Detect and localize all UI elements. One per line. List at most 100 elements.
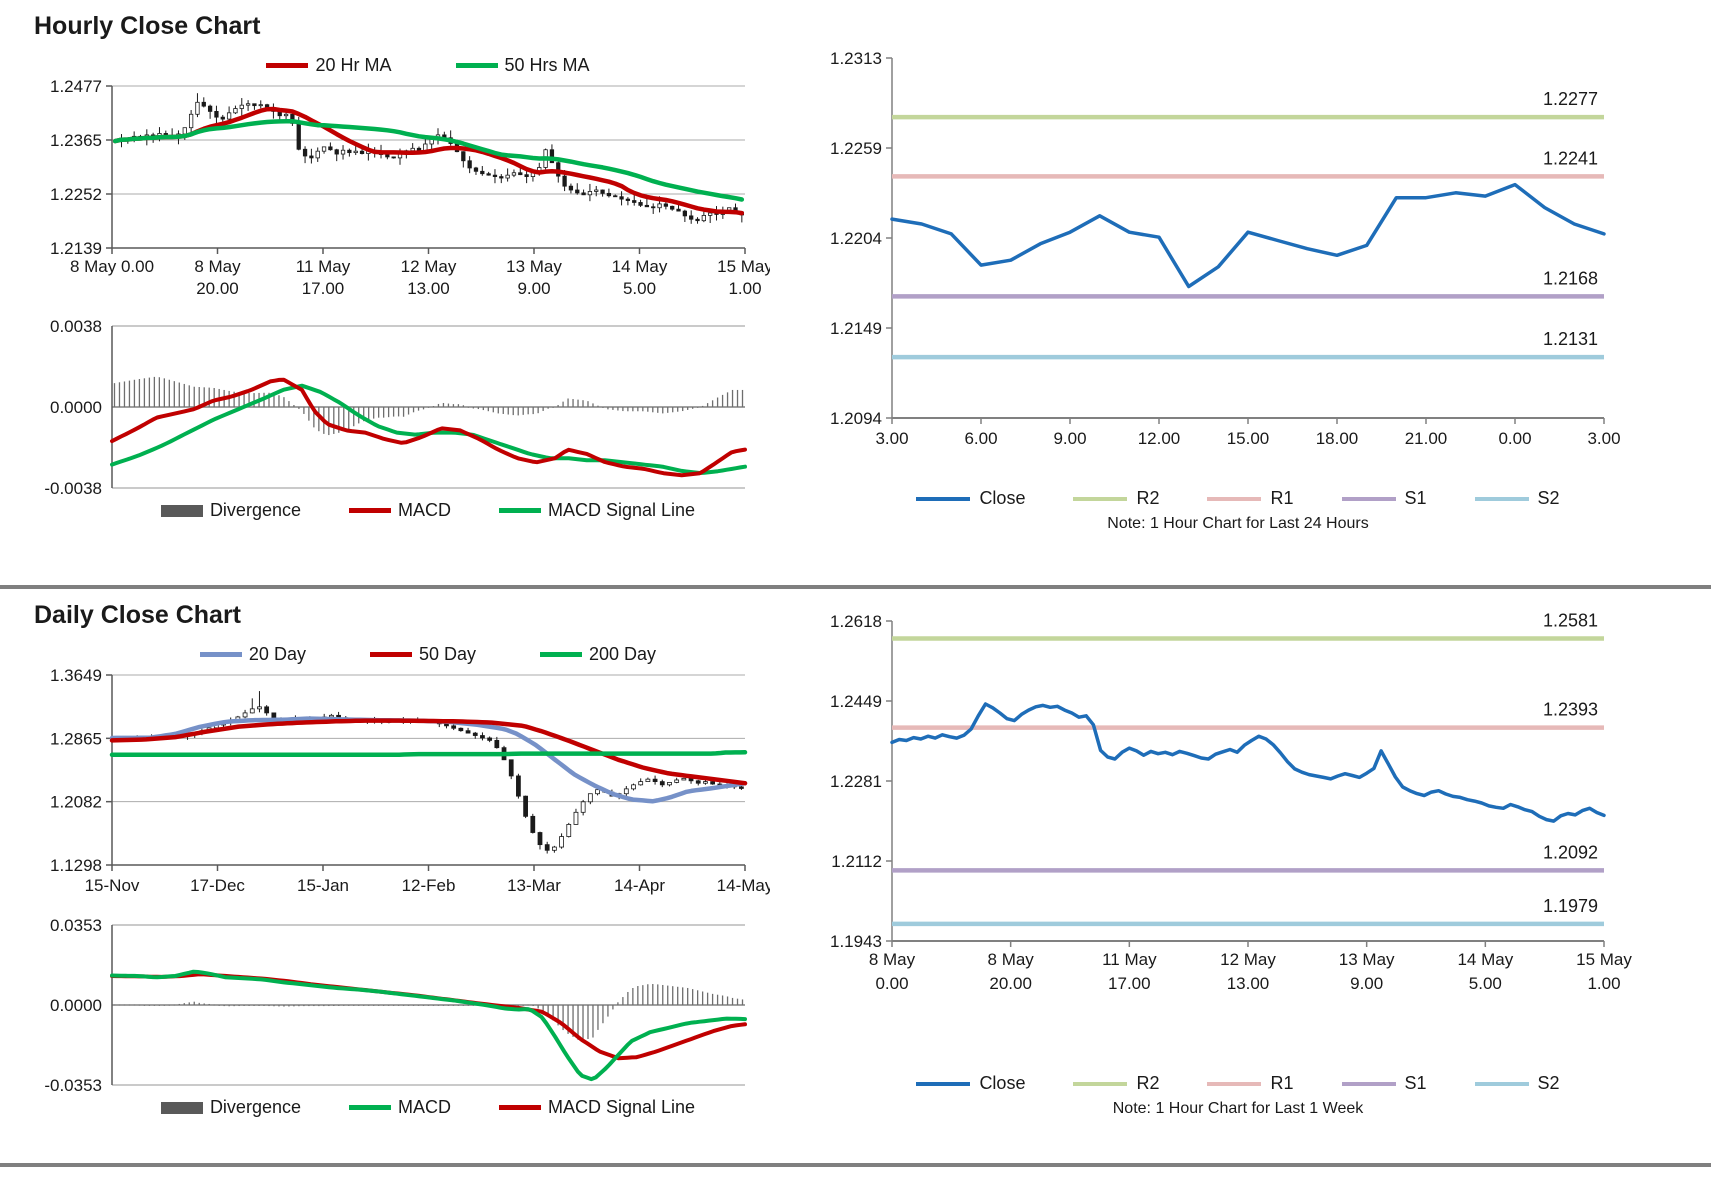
green-line-swatch <box>455 63 498 68</box>
svg-text:0.0353: 0.0353 <box>50 919 102 935</box>
red-line-swatch <box>266 63 309 68</box>
red-line-swatch <box>348 508 391 513</box>
svg-text:1.2313: 1.2313 <box>830 49 882 68</box>
svg-text:15-Nov: 15-Nov <box>85 876 140 895</box>
legend-label: MACD Signal Line <box>547 500 696 520</box>
svg-text:1.2252: 1.2252 <box>50 185 102 204</box>
svg-text:11 May: 11 May <box>296 257 351 276</box>
blue-line-swatch <box>916 1081 971 1086</box>
svg-text:20.00: 20.00 <box>989 974 1032 993</box>
svg-text:5.00: 5.00 <box>1469 974 1502 993</box>
legend-label: Divergence <box>209 1097 301 1117</box>
svg-text:18.00: 18.00 <box>1316 429 1359 448</box>
legend-label: 20 Day <box>248 644 306 664</box>
svg-text:13 May: 13 May <box>1339 950 1395 969</box>
legend-label: S2 <box>1537 1073 1560 1093</box>
green-line-swatch <box>348 1105 391 1110</box>
legend-item-divergence: Divergence <box>160 500 301 521</box>
legend-label: R1 <box>1270 1073 1294 1093</box>
svg-text:1.1298: 1.1298 <box>50 856 102 875</box>
r1-line-swatch <box>1207 496 1262 501</box>
legend-label: R1 <box>1270 488 1294 508</box>
legend-item-20day-ma: 20 Day <box>199 644 306 665</box>
svg-text:17.00: 17.00 <box>1108 974 1151 993</box>
svg-text:13.00: 13.00 <box>1227 974 1270 993</box>
svg-text:15-Jan: 15-Jan <box>297 876 349 895</box>
hourly-right-column: 1.2313 1.2259 1.2204 1.2149 1.2094 3.00 6.00 9.… <box>792 0 1711 585</box>
svg-text:5.00: 5.00 <box>623 279 656 298</box>
svg-text:17.00: 17.00 <box>302 279 345 298</box>
s1-line-swatch <box>1341 496 1396 501</box>
svg-text:9.00: 9.00 <box>1053 429 1086 448</box>
svg-text:9.00: 9.00 <box>1350 974 1383 993</box>
blue-line-swatch <box>916 496 971 501</box>
svg-text:14-May: 14-May <box>717 876 770 895</box>
red-line-swatch <box>498 1105 541 1110</box>
svg-text:1.00: 1.00 <box>1587 974 1620 993</box>
svg-text:1.2094: 1.2094 <box>830 409 882 428</box>
hourly-section: Hourly Close Chart 20 Hr MA 50 Hrs MA 1.… <box>0 0 1711 585</box>
svg-text:1.2139: 1.2139 <box>50 239 102 258</box>
svg-text:14-Apr: 14-Apr <box>614 876 665 895</box>
svg-text:1.1943: 1.1943 <box>830 932 882 951</box>
daily-section-title: Daily Close Chart <box>34 601 242 629</box>
svg-text:1.2082: 1.2082 <box>50 793 102 812</box>
svg-text:13 May: 13 May <box>506 257 562 276</box>
legend-label: MACD <box>397 500 451 520</box>
r2-line-swatch <box>1073 496 1128 501</box>
svg-text:15.00: 15.00 <box>1227 429 1270 448</box>
legend-label: MACD <box>397 1097 451 1117</box>
svg-text:8 May 0.00: 8 May 0.00 <box>70 257 154 276</box>
legend-item-r1: R1 <box>1207 488 1294 509</box>
svg-text:1.2365: 1.2365 <box>50 131 102 150</box>
weekly-pivot-legend: Close R2 R1 S1 S2 <box>792 1073 1684 1094</box>
svg-text:1.2477: 1.2477 <box>50 78 102 96</box>
svg-text:12 May: 12 May <box>1220 950 1276 969</box>
legend-label: 50 Hrs MA <box>504 55 590 75</box>
legend-label: MACD Signal Line <box>547 1097 696 1117</box>
svg-text:0.0038: 0.0038 <box>50 318 102 336</box>
svg-text:1.2112: 1.2112 <box>831 852 882 871</box>
svg-text:14 May: 14 May <box>612 257 668 276</box>
red-line-swatch <box>369 652 412 657</box>
svg-text:21.00: 21.00 <box>1405 429 1448 448</box>
legend-label: 200 Day <box>589 644 657 664</box>
svg-text:1.2393: 1.2393 <box>1543 700 1598 720</box>
legend-label: Close <box>979 488 1026 508</box>
hourly-pivot-legend: Close R2 R1 S1 S2 <box>792 488 1684 509</box>
legend-label: R2 <box>1136 488 1160 508</box>
svg-text:1.00: 1.00 <box>728 279 761 298</box>
svg-text:1.2241: 1.2241 <box>1543 148 1598 168</box>
legend-item-macd: MACD <box>348 500 451 521</box>
legend-item-r1: R1 <box>1207 1073 1294 1094</box>
legend-item-s2: S2 <box>1474 1073 1560 1094</box>
svg-text:17-Dec: 17-Dec <box>190 876 245 895</box>
s1-line-swatch <box>1341 1081 1396 1086</box>
svg-text:-0.0038: -0.0038 <box>44 479 102 494</box>
svg-text:1.1979: 1.1979 <box>1543 896 1598 916</box>
legend-item-macd-signal: MACD Signal Line <box>498 500 696 521</box>
svg-text:1.2618: 1.2618 <box>830 612 882 631</box>
legend-item-200day-ma: 200 Day <box>540 644 656 665</box>
svg-text:1.2168: 1.2168 <box>1543 268 1598 288</box>
green-line-swatch <box>540 652 583 657</box>
svg-text:13-Mar: 13-Mar <box>507 876 561 895</box>
svg-text:1.2865: 1.2865 <box>50 729 102 748</box>
hourly-section-title: Hourly Close Chart <box>34 12 261 40</box>
daily-left-column: Daily Close Chart 20 Day 50 Day 200 Day … <box>0 589 792 1163</box>
legend-item-50day-ma: 50 Day <box>369 644 476 665</box>
legend-item-s1: S1 <box>1341 1073 1427 1094</box>
svg-text:0.00: 0.00 <box>1498 429 1531 448</box>
weekly-pivot-note: Note: 1 Hour Chart for Last 1 Week <box>1112 1100 1364 1117</box>
svg-text:11 May: 11 May <box>1102 950 1157 969</box>
svg-text:0.00: 0.00 <box>875 974 908 993</box>
legend-label: Close <box>979 1073 1026 1093</box>
hourly-macd-chart: 0.0038 0.0000 -0.0038 <box>44 318 747 494</box>
svg-text:1.2281: 1.2281 <box>830 772 882 791</box>
svg-text:8 May: 8 May <box>194 257 241 276</box>
svg-text:1.2277: 1.2277 <box>1543 89 1598 109</box>
daily-right-column: 1.2618 1.2449 1.2281 1.2112 1.1943 8 May 0.00 8… <box>792 589 1711 1163</box>
hourly-pivot-note: Note: 1 Hour Chart for Last 24 Hours <box>1107 515 1369 532</box>
